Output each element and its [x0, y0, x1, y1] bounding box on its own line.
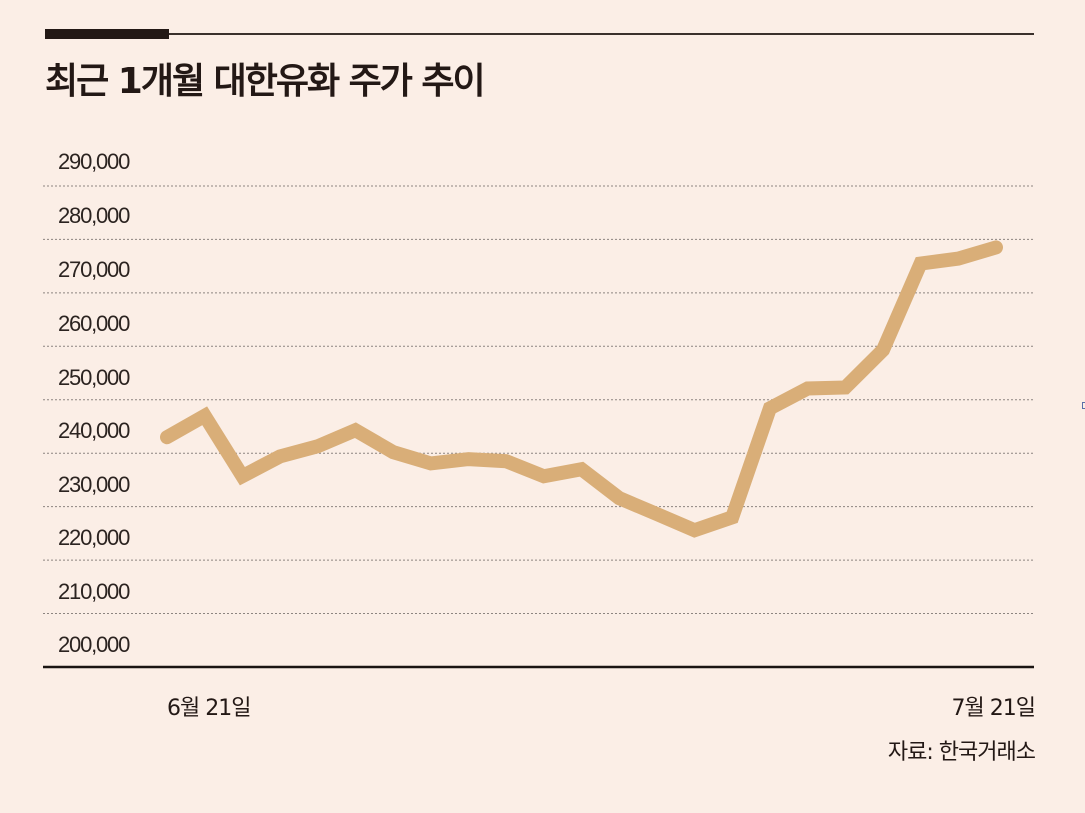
edge-mark: [1082, 402, 1085, 409]
gridlines: [43, 185, 1034, 615]
x-tick-label-start: 6월 21일: [167, 696, 251, 721]
price-line: [160, 240, 1003, 538]
source-note: 자료: 한국거래소: [887, 740, 1036, 765]
top-rule-accent: [45, 29, 169, 39]
chart-title: 최근 1개월 대한유화 주가 추이: [45, 61, 486, 102]
y-tick-label: 280,000: [58, 203, 130, 228]
y-tick-label: 210,000: [58, 579, 130, 604]
y-tick-label: 200,000: [58, 632, 130, 657]
y-tick-label: 230,000: [58, 472, 130, 497]
x-tick-label-end: 7월 21일: [951, 696, 1036, 721]
y-tick-label: 240,000: [58, 418, 130, 443]
y-tick-label: 290,000: [58, 149, 130, 174]
y-tick-label: 270,000: [58, 257, 130, 282]
y-tick-label: 250,000: [58, 365, 130, 390]
y-tick-label: 260,000: [58, 311, 130, 336]
y-tick-label: 220,000: [58, 525, 130, 550]
top-rule: [45, 33, 1034, 35]
